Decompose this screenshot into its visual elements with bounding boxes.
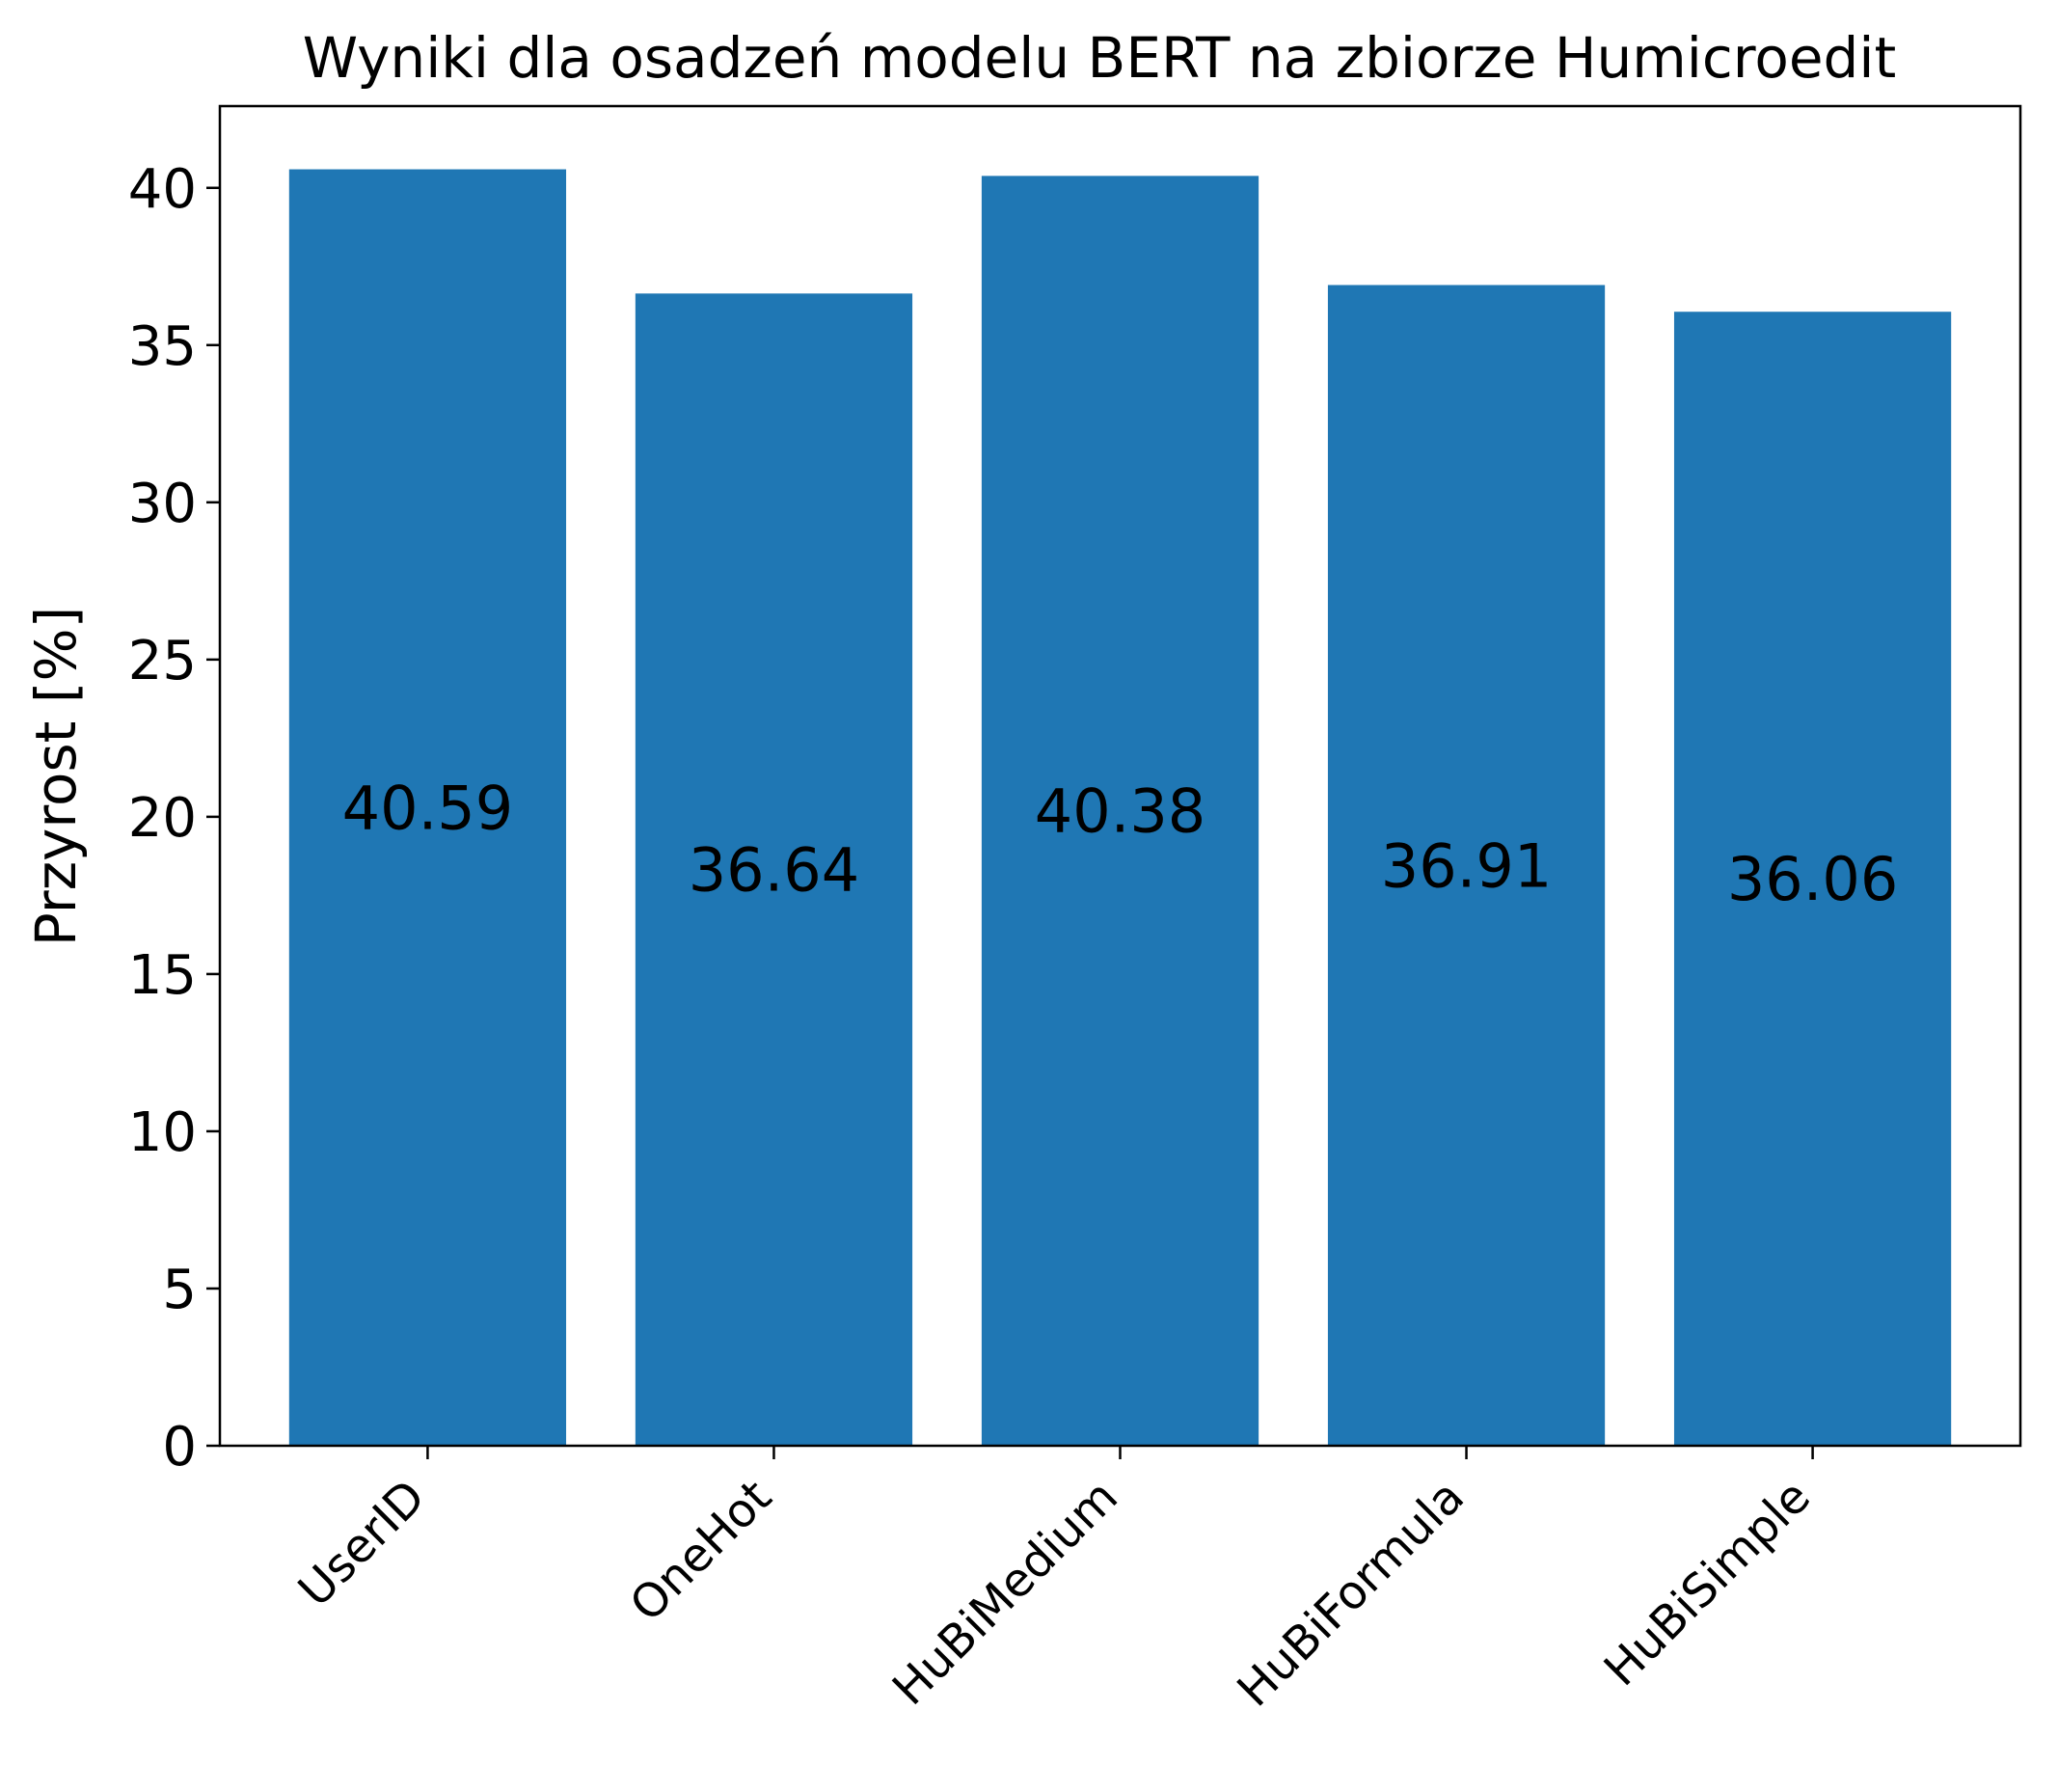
- bar: [635, 293, 913, 1446]
- x-tick-label: HuBiSimple: [1594, 1470, 1821, 1697]
- y-tick-label: 15: [128, 944, 197, 1007]
- bar-value-label: 40.59: [342, 773, 514, 843]
- y-tick-label: 25: [128, 630, 197, 692]
- y-tick-label: 40: [128, 158, 197, 221]
- chart-title: Wyniki dla osadzeń modelu BERT na zbiorz…: [303, 25, 1896, 91]
- bar: [288, 169, 567, 1446]
- y-tick-label: 35: [128, 315, 197, 378]
- x-tick-label: HuBiFormula: [1227, 1470, 1475, 1718]
- x-tick-label: HuBiMedium: [882, 1470, 1128, 1716]
- bar: [1327, 285, 1606, 1446]
- y-axis-label: Przyrost [%]: [23, 607, 89, 946]
- axes-frame: [218, 104, 2022, 1448]
- y-tick-label: 30: [128, 473, 197, 535]
- bar: [1673, 312, 1952, 1446]
- y-tick-label: 5: [162, 1259, 197, 1321]
- bar: [981, 176, 1259, 1446]
- bar-value-label: 36.06: [1727, 844, 1899, 914]
- y-tick-label: 0: [162, 1416, 197, 1479]
- bar-value-label: 36.91: [1381, 830, 1553, 901]
- x-tick-label: UserID: [288, 1470, 436, 1617]
- y-tick-label: 10: [128, 1101, 197, 1164]
- y-tick-label: 20: [128, 787, 197, 850]
- bar-value-label: 40.38: [1035, 776, 1206, 847]
- x-tick-label: OneHot: [620, 1470, 782, 1632]
- plot-area: 0 5 10 15 20 25 30 35 40 40.59 UserID 36.64 OneHot 40…: [128, 158, 1952, 1718]
- bar-value-label: 36.64: [689, 835, 860, 906]
